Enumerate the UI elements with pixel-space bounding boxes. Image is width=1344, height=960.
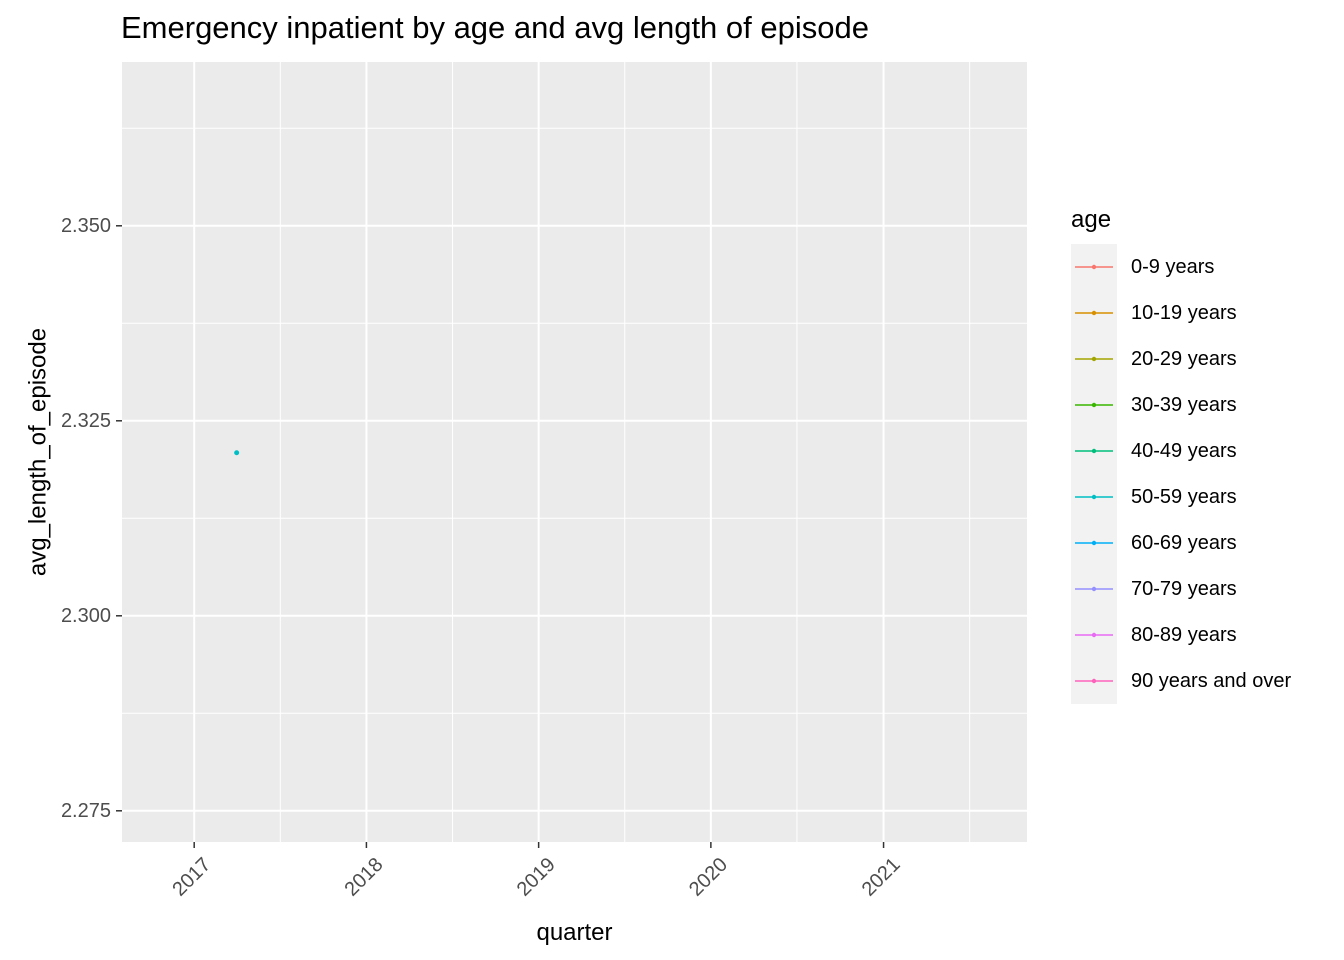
data-series (234, 450, 240, 456)
y-tick-label: 2.325 (61, 410, 111, 432)
y-tick-label: 2.275 (61, 800, 111, 822)
legend-key-background (1071, 244, 1117, 704)
legend-key-point (1091, 264, 1097, 270)
major-gridlines (122, 62, 1027, 842)
legend-key-point (1091, 356, 1097, 362)
legend-key-point (1091, 402, 1097, 408)
legend-item-label: 60-69 years (1131, 532, 1237, 554)
legend-item-label: 70-79 years (1131, 578, 1237, 600)
y-tick-label: 2.300 (61, 605, 111, 627)
x-tick-label: 2017 (168, 854, 215, 901)
legend-item-label: 80-89 years (1131, 624, 1237, 646)
legend-item-label: 0-9 years (1131, 256, 1214, 278)
y-axis-title: avg_length_of_episode (25, 328, 52, 576)
data-point (234, 450, 240, 456)
legend-key-point (1091, 494, 1097, 500)
x-tick-label: 2021 (858, 854, 905, 901)
legend-key-point (1091, 540, 1097, 546)
legend-item-label: 90 years and over (1131, 670, 1291, 692)
x-tick-label: 2020 (685, 854, 732, 901)
x-tick-label: 2019 (513, 854, 560, 901)
legend-item-label: 20-29 years (1131, 348, 1237, 370)
y-axis: 2.275 2.300 2.325 2.350 (61, 215, 122, 822)
legend-item-label: 10-19 years (1131, 302, 1237, 324)
legend-item-label: 50-59 years (1131, 486, 1237, 508)
plot-panel (122, 62, 1027, 842)
chart-title: Emergency inpatient by age and avg lengt… (121, 10, 869, 45)
legend-item-label: 30-39 years (1131, 394, 1237, 416)
x-axis-title: quarter (536, 919, 612, 946)
legend-key-point (1091, 678, 1097, 684)
y-tick-label: 2.350 (61, 215, 111, 237)
legend-title: age (1071, 206, 1111, 233)
x-axis: 2017 2018 2019 2020 2021 (168, 842, 905, 901)
legend-item-label: 40-49 years (1131, 440, 1237, 462)
minor-gridlines (122, 62, 1027, 842)
legend: age 0-9 years 10-19 years 20-29 years 30-39 … (1071, 206, 1291, 704)
legend-key-point (1091, 310, 1097, 316)
legend-key-point (1091, 586, 1097, 592)
legend-key-point (1091, 448, 1097, 454)
x-tick-label: 2018 (341, 854, 388, 901)
legend-key-point (1091, 632, 1097, 638)
